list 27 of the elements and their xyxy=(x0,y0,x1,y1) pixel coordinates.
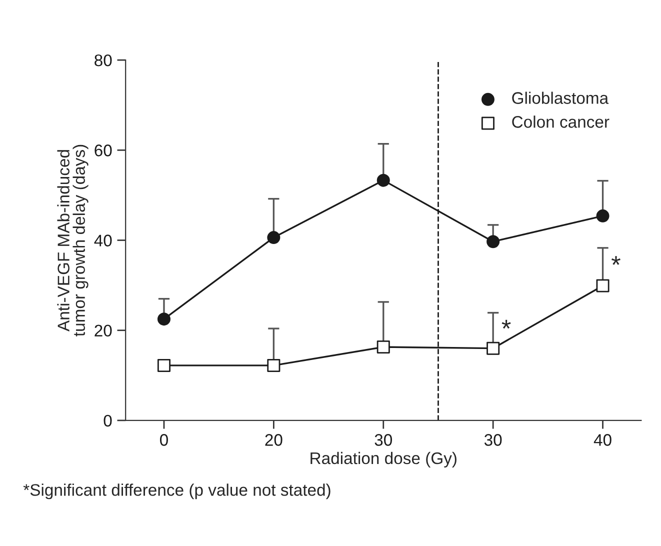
x-tick-label: 30 xyxy=(484,434,502,446)
point xyxy=(486,342,500,355)
legend-label: Colon cancer xyxy=(512,116,610,128)
x-tick-label: 20 xyxy=(265,434,282,446)
point xyxy=(596,279,610,292)
x-tick-label: 30 xyxy=(374,434,392,446)
legend-label: Glioblastoma xyxy=(512,92,609,104)
point xyxy=(596,209,610,222)
point xyxy=(267,358,280,372)
y-tick-label: 60 xyxy=(94,144,112,156)
x-tick-label: 0 xyxy=(160,434,168,446)
y-axis-title: Anti-VEGF MAb-induced tumor growth delay (days) xyxy=(57,144,88,336)
point xyxy=(267,231,280,244)
y-tick-label: 40 xyxy=(94,234,112,246)
point xyxy=(376,174,390,187)
point xyxy=(376,340,390,354)
x-tick-label: 40 xyxy=(594,434,612,446)
x-axis-title: Radiation dose (Gy) xyxy=(310,452,456,468)
y-tick-label: 80 xyxy=(94,54,112,66)
point xyxy=(157,358,170,372)
point xyxy=(157,312,170,326)
point xyxy=(486,235,500,248)
text: *Significant difference (p value not stated) xyxy=(23,484,330,500)
y-tick-label: 20 xyxy=(94,324,112,337)
annotation: * xyxy=(612,256,620,265)
y-tick-label: 0 xyxy=(104,414,112,427)
annotation: * xyxy=(502,320,511,329)
